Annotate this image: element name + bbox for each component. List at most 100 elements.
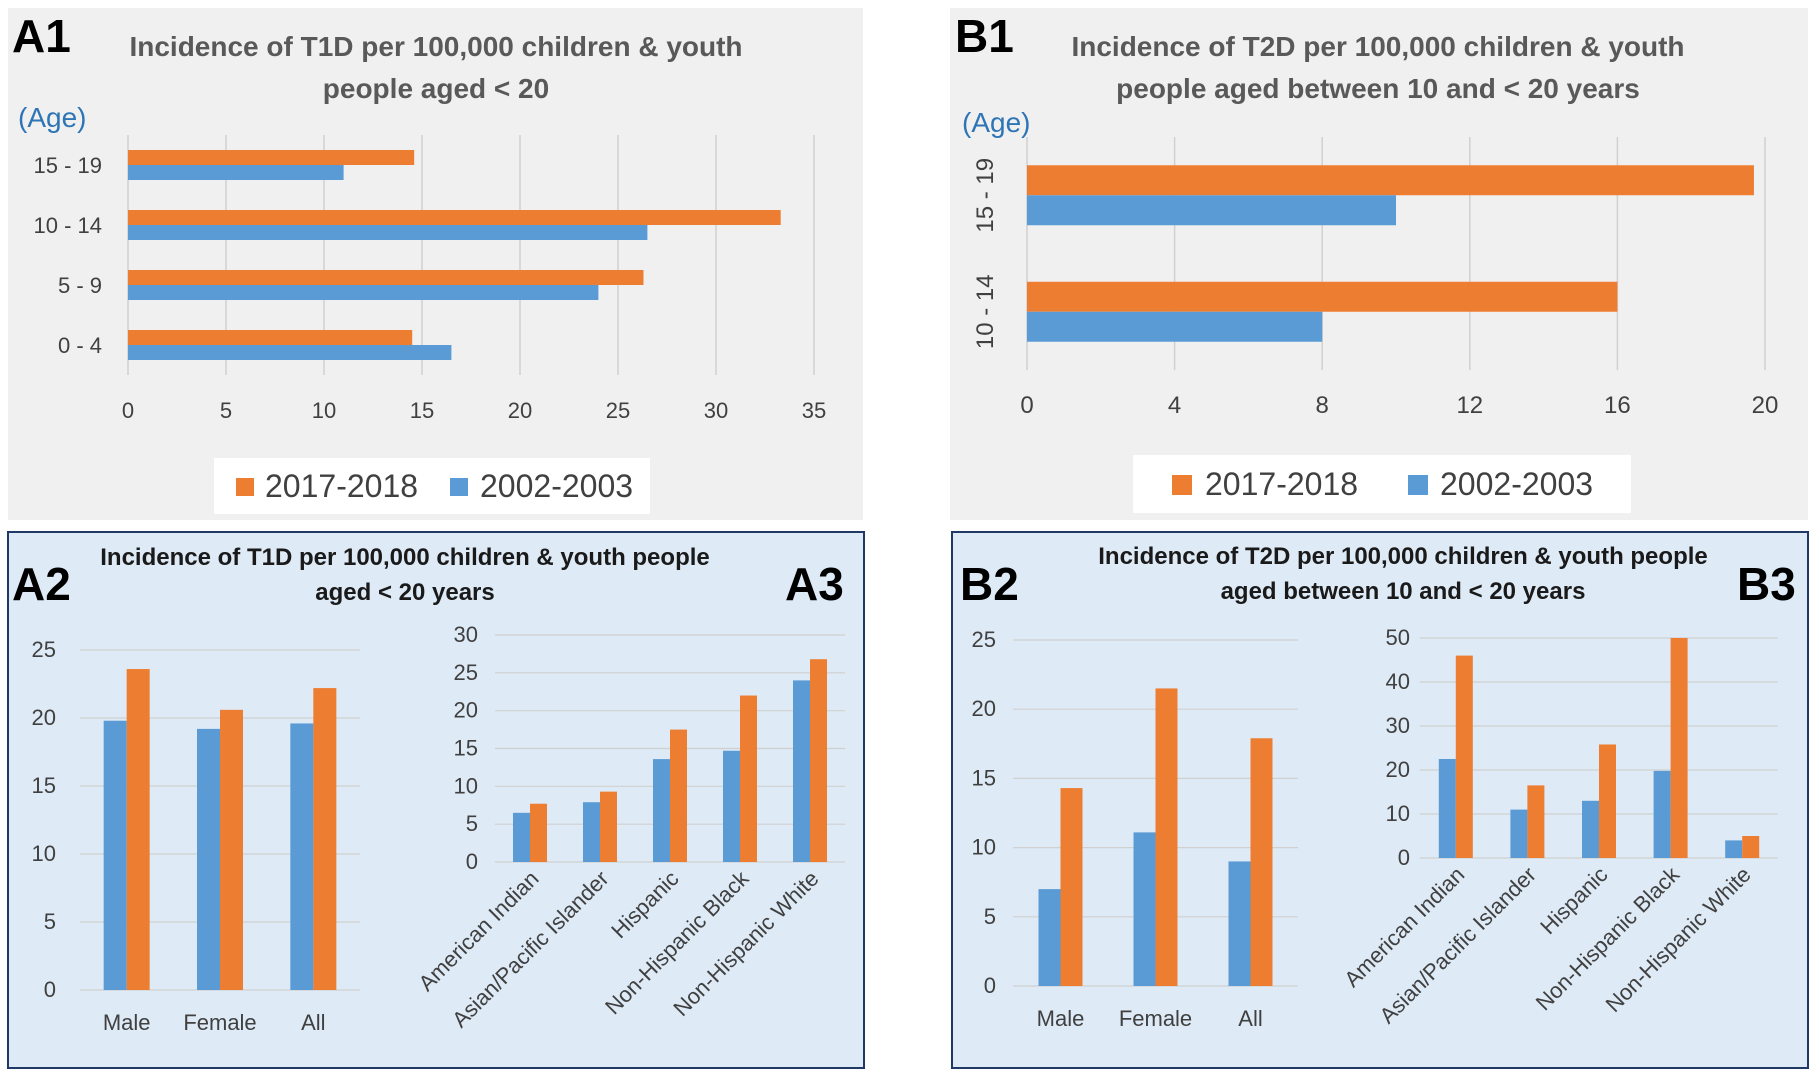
b2-bar-2002-2003-male xyxy=(1038,889,1061,986)
b1-x-tick-label: 8 xyxy=(1316,392,1329,419)
b1-x-tick-label: 0 xyxy=(1020,392,1033,419)
b3-y-tick-label: 0 xyxy=(1398,845,1410,870)
legend-a1-label-2017: 2017-2018 xyxy=(265,468,418,504)
panel-a1-background xyxy=(8,8,863,520)
a3-bar-2017-2018-non-hispanic-black xyxy=(740,695,757,862)
age-axis-label-b1: (Age) xyxy=(962,107,1030,138)
a3-bar-2002-2003-american-indian xyxy=(513,812,530,862)
b3-bar-2017-2018-american-indian xyxy=(1455,655,1473,858)
a1-bar-2017-2018-0-4 xyxy=(128,330,413,345)
b1-x-tick-label: 4 xyxy=(1168,392,1181,419)
b1-x-tick-label: 12 xyxy=(1456,392,1483,419)
a2-y-tick-label: 20 xyxy=(32,705,56,730)
a1-category-label: 10 - 14 xyxy=(34,213,103,238)
a2-bar-2017-2018-male xyxy=(126,669,150,990)
a1-bar-2017-2018-10-14 xyxy=(128,210,781,225)
b3-y-tick-label: 10 xyxy=(1386,801,1410,826)
chart-a2: 0 5 10 15 20 25 Male Female All xyxy=(32,637,360,1035)
a2-category-label: All xyxy=(301,1010,325,1035)
a3-y-tick-label: 10 xyxy=(454,773,478,798)
chart-b2: 0 5 10 15 20 25 Male Female All xyxy=(972,627,1298,1031)
a2-bar-2017-2018-female xyxy=(220,709,243,990)
a1-x-tick-label: 5 xyxy=(220,398,232,423)
a2-bar-2002-2003-all xyxy=(290,723,314,990)
a3-bar-2002-2003-non-hispanic-white xyxy=(793,680,810,862)
a1-bar-2002-2003-15-19 xyxy=(128,165,344,180)
a1-x-tick-label: 0 xyxy=(122,398,134,423)
b3-bar-2017-2018-non-hispanic-white xyxy=(1742,836,1760,858)
panel-label-b3: B3 xyxy=(1737,558,1796,610)
b3-bar-2002-2003-asian-pacific-islander xyxy=(1510,809,1528,858)
a1-x-tick-label: 15 xyxy=(410,398,434,423)
b2-category-label: Male xyxy=(1037,1006,1085,1031)
b3-bar-2017-2018-hispanic xyxy=(1599,744,1616,858)
panel-label-a3: A3 xyxy=(785,558,844,610)
a1-bar-2017-2018-5-9 xyxy=(128,270,644,285)
b2-category-label: Female xyxy=(1119,1006,1192,1031)
a2-bar-2002-2003-male xyxy=(103,720,127,990)
a1-x-tick-label: 25 xyxy=(606,398,630,423)
legend-a1: 2017-2018 2002-2003 xyxy=(214,458,650,514)
a3-bar-2017-2018-hispanic xyxy=(670,729,687,862)
panel-b1-background xyxy=(950,8,1808,520)
chart-title-b2-line2: aged between 10 and < 20 years xyxy=(1221,578,1586,605)
b1-category-label: 15 - 19 xyxy=(972,158,999,233)
chart-title-a1-line1: Incidence of T1D per 100,000 children & … xyxy=(129,31,742,62)
age-axis-label-a1: (Age) xyxy=(18,102,86,133)
b3-y-tick-label: 50 xyxy=(1386,625,1410,650)
a1-bar-2002-2003-5-9 xyxy=(128,285,599,300)
b3-y-tick-label: 20 xyxy=(1386,757,1410,782)
a3-y-tick-label: 15 xyxy=(454,736,478,761)
b3-bar-2017-2018-asian-pacific-islander xyxy=(1527,785,1545,858)
a2-y-tick-label: 10 xyxy=(32,841,56,866)
a2-y-tick-label: 25 xyxy=(32,637,56,662)
legend-b1-swatch-2017 xyxy=(1172,475,1192,495)
b3-bar-2017-2018-non-hispanic-black xyxy=(1670,638,1688,858)
b2-bar-2017-2018-all xyxy=(1250,738,1273,986)
a3-y-tick-label: 20 xyxy=(454,698,478,723)
chart-title-b1-line1: Incidence of T2D per 100,000 children & … xyxy=(1071,31,1684,62)
a2-bar-2002-2003-female xyxy=(197,728,220,990)
a3-bar-2017-2018-non-hispanic-white xyxy=(810,659,827,862)
chart-title-b1-line2: people aged between 10 and < 20 years xyxy=(1116,73,1640,104)
b3-y-tick-label: 30 xyxy=(1386,713,1410,738)
panel-label-a2: A2 xyxy=(12,558,71,610)
legend-a1-swatch-2017 xyxy=(236,478,254,496)
legend-b1: 2017-2018 2002-2003 xyxy=(1133,455,1631,513)
a1-x-tick-label: 30 xyxy=(704,398,728,423)
a1-category-label: 15 - 19 xyxy=(34,153,103,178)
b3-bar-2002-2003-hispanic xyxy=(1582,800,1599,858)
a3-bar-2002-2003-hispanic xyxy=(653,759,670,862)
chart-a1: 0 5 10 15 20 25 30 35 0 - 4 5 - 9 10 - 14 15 - 19 xyxy=(34,135,826,423)
a2-y-tick-label: 0 xyxy=(44,977,56,1002)
a3-y-tick-label: 25 xyxy=(454,660,478,685)
a1-bar-2002-2003-0-4 xyxy=(128,345,452,360)
a3-bar-2002-2003-non-hispanic-black xyxy=(723,750,740,862)
a2-y-tick-label: 15 xyxy=(32,773,56,798)
chart-title-a2-line1: Incidence of T1D per 100,000 children & … xyxy=(100,544,710,571)
a1-category-label: 0 - 4 xyxy=(58,333,102,358)
b3-y-tick-label: 40 xyxy=(1386,669,1410,694)
a3-y-tick-label: 0 xyxy=(466,849,478,874)
legend-b1-swatch-2002 xyxy=(1408,475,1428,495)
b2-y-tick-label: 15 xyxy=(972,765,996,790)
legend-b1-box xyxy=(1133,455,1631,513)
b2-category-label: All xyxy=(1238,1006,1262,1031)
b2-y-tick-label: 0 xyxy=(984,973,996,998)
panel-a2a3-background xyxy=(7,531,865,1069)
b2-y-tick-label: 20 xyxy=(972,696,996,721)
b2-bar-2002-2003-female xyxy=(1133,832,1156,986)
a3-bar-2017-2018-asian-pacific-islander xyxy=(600,791,617,862)
a3-y-tick-label: 5 xyxy=(466,811,478,836)
a1-x-tick-label: 35 xyxy=(802,398,826,423)
b1-bar-2017-2018-10-14 xyxy=(1027,281,1618,312)
a2-category-label: Female xyxy=(183,1010,256,1035)
a1-x-tick-label: 10 xyxy=(312,398,336,423)
legend-b1-label-2017: 2017-2018 xyxy=(1205,466,1358,502)
b2-y-tick-label: 10 xyxy=(972,835,996,860)
a2-y-tick-label: 5 xyxy=(44,909,56,934)
a2-category-label: Male xyxy=(103,1010,151,1035)
legend-b1-label-2002: 2002-2003 xyxy=(1440,466,1593,502)
a3-y-tick-label: 30 xyxy=(454,622,478,647)
b2-bar-2002-2003-all xyxy=(1228,861,1251,986)
